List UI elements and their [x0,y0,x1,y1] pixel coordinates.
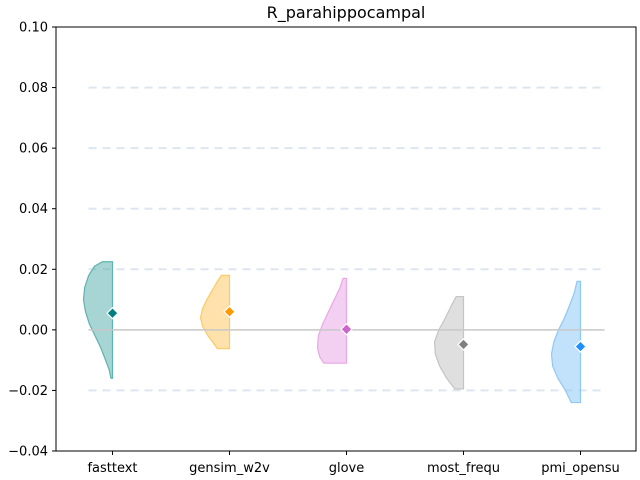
y-tick-label: 0.04 [19,202,48,217]
mean-marker-gensim_w2v [223,305,236,319]
x-tick-label: gensim_w2v [189,461,270,476]
y-tick-label: 0.02 [19,263,48,278]
mean-marker-fasttext [106,306,119,320]
mean-marker-glove [340,322,353,336]
y-tick-label: 0.08 [19,81,48,96]
violin-most_frequ [433,295,465,390]
mean-marker-pmi_opensu [574,340,587,353]
y-tick-label: −0.02 [8,384,48,399]
violins [82,261,605,404]
grid-lines [88,86,605,392]
mean-marker-most_frequ [457,338,470,351]
y-tick-label: 0.00 [19,323,48,338]
violin-fasttext [82,261,114,379]
y-tick-label: 0.06 [19,142,48,157]
mean-markers [106,305,587,353]
x-tick-label: pmi_opensu [541,461,619,476]
y-axis: −0.04 −0.02 0.00 0.02 0.04 0.06 0.08 0.10 [8,21,56,460]
x-axis: fasttext gensim_w2v glove most_frequ pmi_ope… [87,451,620,476]
violin-pmi_opensu [550,280,582,404]
x-tick-label: fasttext [87,461,137,476]
y-tick-label: 0.10 [19,21,48,36]
y-tick-label: −0.04 [8,445,48,460]
x-tick-label: most_frequ [427,461,500,476]
x-tick-label: glove [329,461,365,476]
chart-title: R_parahippocampal [267,3,426,23]
